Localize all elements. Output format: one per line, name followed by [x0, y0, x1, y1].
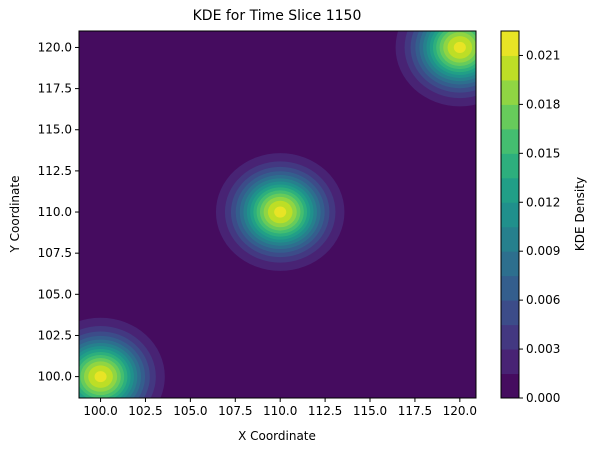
y-tick-label: 120.0: [38, 40, 72, 54]
x-tick-label: 112.5: [308, 404, 342, 418]
y-tick-label: 115.0: [38, 123, 72, 137]
colorbar-band: [501, 349, 519, 375]
colorbar-band: [501, 202, 519, 228]
colorbar-band: [501, 251, 519, 277]
colorbar: 0.000 0.003 0.006 0.009 0.012 0.015 0.018 0.021…: [500, 30, 587, 405]
x-tick-label: 107.5: [218, 404, 252, 418]
y-tick-label: 105.0: [38, 287, 72, 301]
x-tick-label: 115.0: [353, 404, 387, 418]
x-tick-label: 105.0: [173, 404, 207, 418]
y-tick-label: 110.0: [38, 205, 72, 219]
y-tick-label: 107.5: [38, 246, 72, 260]
colorbar-tick-label: 0.000: [526, 391, 560, 405]
colorbar-band: [501, 153, 519, 179]
colorbar-tick-label: 0.009: [526, 244, 560, 258]
colorbar-frame: [500, 30, 520, 399]
x-tick-label: 110.0: [263, 404, 297, 418]
y-tick-label: 117.5: [38, 82, 72, 96]
colorbar-tick-label: 0.018: [526, 97, 560, 111]
plot-frame: [78, 30, 477, 399]
x-tick-label: 102.5: [128, 404, 162, 418]
colorbar-band: [501, 226, 519, 252]
contour-layer: [79, 31, 476, 398]
colorbar-band: [501, 177, 519, 203]
chart-title: KDE for Time Slice 1150: [193, 8, 362, 24]
y-tick-label: 102.5: [38, 328, 72, 342]
colorbar-band: [501, 128, 519, 154]
colorbar-tick-label: 0.003: [526, 342, 560, 356]
colorbar-band: [501, 300, 519, 326]
hotspot-1: [79, 317, 165, 398]
y-axis-label: Y Coordinate: [8, 176, 22, 254]
colorbar-band: [501, 373, 519, 399]
colorbar-tick-label: 0.012: [526, 195, 560, 209]
colorbar-tick-label: 0.015: [526, 146, 560, 160]
x-tick-label: 120.0: [443, 404, 477, 418]
y-tick-label: 112.5: [38, 164, 72, 178]
colorbar-band: [501, 79, 519, 105]
colorbar-band: [501, 104, 519, 130]
x-tick-label: 100.0: [83, 404, 117, 418]
x-axis-label: X Coordinate: [238, 429, 316, 443]
colorbar-band: [501, 55, 519, 81]
colorbar-band: [501, 275, 519, 301]
colorbar-ticks: 0.000 0.003 0.006 0.009 0.012 0.015 0.018 0.021: [519, 48, 560, 405]
hotspot-2: [215, 153, 345, 271]
colorbar-band: [501, 324, 519, 350]
contour-band: [453, 41, 466, 53]
colorbar-band: [501, 31, 519, 56]
colorbar-tick-label: 0.006: [526, 293, 560, 307]
contour-band: [274, 206, 287, 218]
x-axis: 100.0 102.5 105.0 107.5 110.0 112.5 115.0 117.5…: [83, 398, 477, 418]
y-axis: 100.0 102.5 105.0 107.5 110.0 112.5 115.0 117.5…: [38, 40, 79, 384]
hotspot-3: [395, 31, 476, 107]
x-tick-label: 117.5: [398, 404, 432, 418]
colorbar-bands: [501, 31, 519, 399]
colorbar-label: KDE Density: [573, 177, 587, 251]
y-tick-label: 100.0: [38, 370, 72, 384]
plot-area: [78, 30, 477, 399]
colorbar-tick-label: 0.021: [526, 48, 560, 62]
contour-band: [94, 371, 107, 383]
